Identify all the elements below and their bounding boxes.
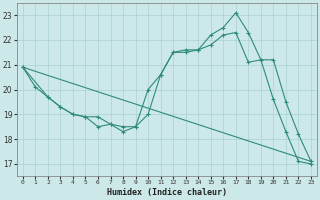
X-axis label: Humidex (Indice chaleur): Humidex (Indice chaleur) [107,188,227,197]
